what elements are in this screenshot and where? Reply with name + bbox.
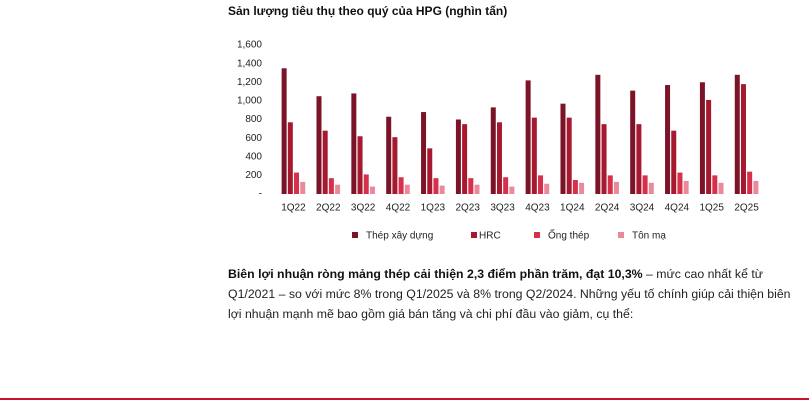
bar: [386, 116, 392, 194]
legend-swatch: [471, 232, 477, 238]
bar: [648, 182, 654, 194]
y-tick-label: 400: [245, 151, 262, 162]
bar: [595, 74, 601, 194]
y-tick-label: 200: [245, 170, 262, 181]
bar: [712, 175, 718, 194]
bar: [509, 186, 515, 194]
x-tick-label: 1Q22: [281, 203, 306, 214]
x-tick-label: 4Q24: [665, 203, 690, 214]
bar: [630, 90, 636, 194]
bar: [328, 178, 334, 194]
y-tick-label: -: [259, 189, 262, 200]
x-tick-label: 1Q23: [421, 203, 446, 214]
bar: [439, 185, 445, 194]
bar: [671, 130, 677, 194]
x-tick-label: 1Q25: [699, 203, 724, 214]
paragraph-bold: Biên lợi nhuận ròng mảng thép cải thiện …: [228, 267, 643, 281]
x-tick-label: 3Q24: [630, 203, 655, 214]
bar: [287, 122, 293, 194]
paragraph-text: – mức cao nhất kể từ Q1/2021 – so với mứ…: [228, 267, 791, 321]
bar: [566, 117, 572, 194]
x-tick-label: 3Q22: [351, 203, 376, 214]
bar: [335, 184, 341, 194]
bar: [538, 175, 544, 194]
y-tick-label: 1,600: [237, 40, 262, 51]
x-tick-label: 2Q24: [595, 203, 620, 214]
x-tick-label: 1Q24: [560, 203, 585, 214]
bar: [718, 182, 724, 194]
bar: [474, 184, 480, 194]
bar: [503, 177, 509, 194]
bar: [665, 85, 671, 194]
chart: Sản lượng tiêu thụ theo quý của HPG (ngh…: [228, 4, 759, 242]
legend-swatch: [618, 232, 624, 238]
bar: [398, 177, 404, 194]
bar: [357, 136, 363, 194]
bar: [642, 175, 648, 194]
x-tick-label: 3Q23: [490, 203, 515, 214]
bar: [747, 171, 753, 194]
legend-label: Thép xây dựng: [366, 231, 433, 242]
bar: [560, 103, 566, 194]
bar: [740, 84, 746, 194]
bar: [544, 183, 550, 194]
bar: [677, 172, 683, 194]
bar: [490, 107, 496, 194]
bar: [496, 122, 502, 194]
chart-title: Sản lượng tiêu thụ theo quý của HPG (ngh…: [228, 4, 507, 18]
bar: [699, 82, 705, 194]
legend-label: Ống thép: [548, 228, 590, 242]
bar: [468, 178, 474, 194]
bar: [683, 180, 689, 194]
legend-label: Tôn mạ: [632, 231, 666, 242]
legend-swatch: [352, 232, 358, 238]
x-tick-label: 4Q23: [525, 203, 550, 214]
bar: [392, 137, 398, 194]
bar: [281, 68, 287, 194]
bar: [294, 172, 300, 194]
bar: [531, 117, 537, 194]
bar: [613, 181, 619, 194]
paragraph: Biên lợi nhuận ròng mảng thép cải thiện …: [228, 264, 800, 324]
bar: [433, 178, 439, 194]
legend-swatch: [534, 232, 540, 238]
footer-rule: [0, 398, 809, 400]
bar: [404, 184, 410, 194]
y-tick-label: 1,000: [237, 96, 262, 107]
y-tick-label: 800: [245, 114, 262, 125]
bar: [462, 124, 468, 194]
bar: [427, 148, 433, 194]
y-tick-label: 600: [245, 133, 262, 144]
bar: [316, 96, 322, 194]
bar: [706, 99, 712, 194]
x-tick-label: 2Q23: [455, 203, 480, 214]
bar: [607, 175, 613, 194]
x-tick-label: 4Q22: [386, 203, 411, 214]
x-tick-label: 2Q25: [734, 203, 759, 214]
bar: [455, 119, 461, 194]
x-tick-label: 2Q22: [316, 203, 341, 214]
bar: [369, 186, 375, 194]
bar: [753, 180, 759, 194]
bar: [572, 180, 578, 194]
y-tick-label: 1,200: [237, 77, 262, 88]
bar: [734, 74, 740, 194]
legend-label: HRC: [479, 231, 501, 242]
bar: [363, 174, 369, 194]
bar: [421, 112, 427, 194]
bar: [351, 93, 357, 194]
bar: [579, 182, 585, 194]
bar: [300, 181, 306, 194]
bar: [601, 124, 607, 194]
bar: [636, 124, 642, 194]
y-tick-label: 1,400: [237, 58, 262, 69]
bar: [525, 80, 531, 194]
bar: [322, 130, 328, 194]
